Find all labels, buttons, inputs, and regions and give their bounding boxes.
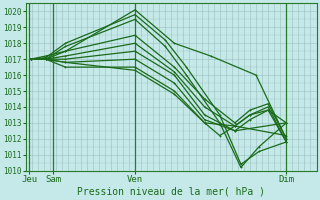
X-axis label: Pression niveau de la mer( hPa ): Pression niveau de la mer( hPa ) xyxy=(77,187,265,197)
